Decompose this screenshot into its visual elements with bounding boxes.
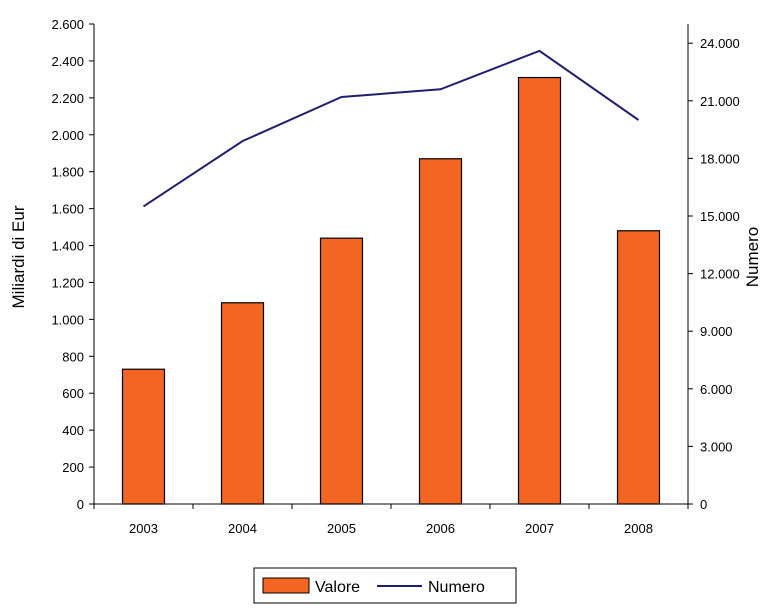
y-tick-label-right: 3.000	[700, 439, 733, 454]
y-axis-left-ticks: 0 200 400 600 800 1.000 1.200 1.400 1.600 1.800 2.…	[51, 17, 94, 512]
y-tick-label-right: 15.000	[700, 209, 740, 224]
x-tick-label: 2007	[525, 521, 554, 536]
x-tick-label: 2004	[228, 521, 257, 536]
bar-2008	[616, 230, 661, 505]
bar-series-valore	[121, 76, 661, 505]
y-tick-label-right: 12.000	[700, 267, 740, 282]
bar-2004	[220, 302, 265, 505]
y-tick-label-right: 0	[700, 497, 707, 512]
y-tick-label-left: 800	[62, 349, 84, 364]
x-tick-label: 2003	[129, 521, 158, 536]
y-axis-right-ticks: 0 3.000 6.000 9.000 12.000 15.000 18.000 21.000…	[688, 36, 740, 512]
y-tick-label-left: 600	[62, 386, 84, 401]
y-tick-label-right: 18.000	[700, 151, 740, 166]
y-tick-label-left: 2.000	[51, 128, 84, 143]
y-tick-label-left: 2.600	[51, 17, 84, 32]
y-tick-label-left: 2.400	[51, 54, 84, 69]
y-tick-label-left: 0	[77, 497, 84, 512]
bar-2005	[319, 237, 364, 505]
y-tick-label-left: 400	[62, 423, 84, 438]
y-tick-label-right: 9.000	[700, 324, 733, 339]
legend-swatch-valore	[262, 577, 310, 594]
line-series-numero	[142, 49, 640, 208]
x-tick-label: 2006	[426, 521, 455, 536]
y-tick-label-right: 24.000	[700, 36, 740, 51]
y-tick-label-left: 1.800	[51, 165, 84, 180]
y-tick-label-left: 1.600	[51, 202, 84, 217]
x-axis-ticks: 2003 2004 2005 2006 2007 2008	[93, 504, 689, 536]
x-tick-label: 2008	[624, 521, 653, 536]
bar-2007	[517, 76, 562, 505]
legend: Valore Numero	[253, 567, 517, 604]
legend-label-valore: Valore	[315, 579, 360, 596]
line-numero	[142, 49, 640, 208]
y-axis-right-title: Numero	[743, 227, 762, 287]
x-tick-label: 2005	[327, 521, 356, 536]
y-tick-label-left: 2.200	[51, 91, 84, 106]
y-tick-label-left: 1.400	[51, 239, 84, 254]
y-tick-label-left: 1.000	[51, 312, 84, 327]
bar-2006	[418, 158, 463, 505]
y-tick-label-right: 6.000	[700, 382, 733, 397]
legend-label-numero: Numero	[428, 579, 485, 596]
y-axis-left-title: Miliardi di Eur	[9, 205, 28, 308]
bar-2003	[121, 368, 166, 505]
y-tick-label-right: 21.000	[700, 94, 740, 109]
y-tick-label-left: 1.200	[51, 275, 84, 290]
y-tick-label-left: 200	[62, 460, 84, 475]
